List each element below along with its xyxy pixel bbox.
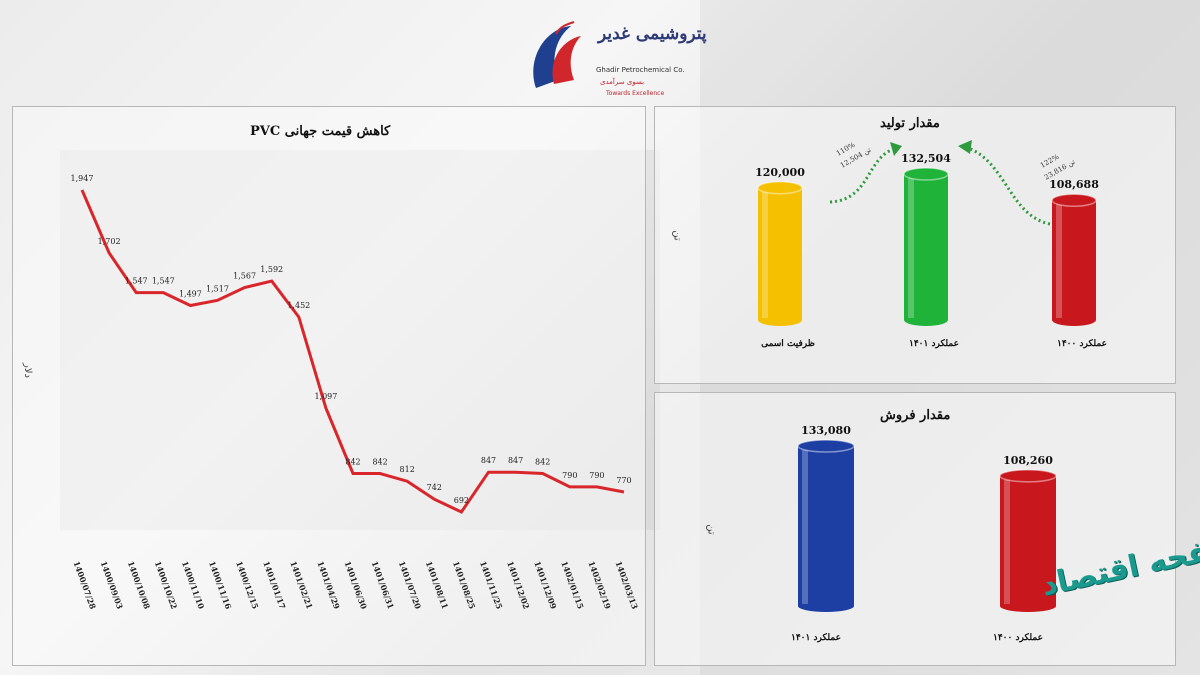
pvc-x-tick-label: 1400/10/08	[126, 560, 153, 611]
logo-name-en: Ghadir Petrochemical Co.	[596, 66, 685, 74]
production-category-label: عملکرد ۱۴۰۱	[909, 338, 959, 349]
pvc-data-label: 790	[589, 471, 604, 480]
pvc-x-tick-label: 1400/10/22	[153, 560, 180, 611]
arrow-head-icon	[958, 140, 972, 154]
pvc-x-tick-label: 1400/11/10	[180, 560, 207, 611]
pvc-data-label: 1,702	[98, 237, 121, 246]
production-value-label: 108,688	[1049, 178, 1099, 191]
pvc-x-tick-label: 1400/12/15	[234, 560, 261, 611]
pvc-chart-title: کاهش قیمت جهانی PVC	[250, 124, 391, 139]
arrow-head-icon	[890, 142, 902, 156]
production-value-label: 120,000	[755, 166, 805, 179]
pvc-x-tick-label: 1401/12/09	[532, 560, 559, 611]
pvc-x-tick-label: 1401/02/21	[288, 560, 315, 611]
sales-category-label: عملکرد ۱۴۰۰	[993, 632, 1043, 643]
pvc-data-label: 847	[508, 456, 523, 465]
pvc-x-tick-label: 1401/08/11	[424, 560, 451, 611]
pvc-data-label: 790	[562, 471, 577, 480]
pvc-data-label: 1,517	[206, 284, 229, 293]
production-bar	[1051, 193, 1097, 326]
production-bar-chart: 120,000 ظرفیت اسمی 132,504 عملکرد ۱۴۰۱ 108,6…	[755, 140, 1107, 349]
pvc-line-chart: 1,947 1400/07/28 1,702 1400/09/03 1,547 1400/…	[71, 174, 641, 611]
pvc-x-tick-label: 1401/04/29	[315, 560, 342, 611]
pvc-data-label: 842	[535, 458, 550, 467]
pvc-x-tick-label: 1400/09/03	[99, 560, 126, 611]
pvc-x-tick-label: 1401/12/02	[505, 560, 532, 611]
pvc-x-tick-label: 1401/07/20	[397, 560, 424, 611]
pvc-x-tick-label: 1402/01/15	[559, 560, 586, 611]
pvc-data-label: 1,567	[233, 271, 256, 280]
pvc-data-label: 1,592	[260, 265, 283, 274]
pvc-x-tick-label: 1401/06/30	[343, 560, 370, 611]
sales-category-label: عملکرد ۱۴۰۱	[791, 632, 841, 643]
pvc-x-tick-label: 1401/06/31	[370, 560, 397, 611]
sales-bar	[999, 469, 1057, 612]
logo-name: پتروشیمی غدیر	[598, 24, 707, 44]
logo-tagline-en: Towards Excellence	[606, 90, 665, 97]
pvc-data-label: 1,947	[71, 174, 94, 183]
production-bar	[903, 167, 949, 326]
pvc-x-tick-label: 1401/01/17	[261, 560, 288, 611]
growth-arrow-icon	[829, 146, 899, 204]
pvc-data-label: 1,547	[125, 277, 148, 286]
production-bar	[757, 181, 803, 326]
sales-panel	[654, 392, 1176, 666]
pvc-data-label: 842	[372, 458, 387, 467]
sales-value-label: 133,080	[801, 424, 851, 437]
pvc-data-label: 692	[454, 496, 469, 505]
pvc-data-label: 1,497	[179, 289, 202, 298]
production-category-label: عملکرد ۱۴۰۰	[1057, 338, 1107, 349]
logo-tagline: بسوی سرآمدی	[600, 78, 645, 86]
growth-arrow-icon	[967, 146, 1051, 226]
sales-chart-title: مقدار فروش	[880, 408, 951, 423]
pvc-x-tick-label: 1402/03/13	[614, 560, 641, 611]
pvc-data-label: 1,097	[314, 392, 337, 401]
pvc-x-tick-label: 1400/07/28	[72, 560, 99, 611]
sales-bar	[797, 439, 855, 612]
pvc-data-label: 1,547	[152, 277, 175, 286]
production-chart-title: مقدار تولید	[880, 116, 940, 131]
pvc-x-tick-label: 1402/02/19	[586, 560, 613, 611]
pvc-x-tick-label: 1400/11/16	[207, 560, 234, 611]
pvc-x-tick-label: 1401/11/25	[478, 560, 505, 611]
pvc-data-label: 770	[616, 476, 631, 485]
pvc-series-line	[80, 189, 625, 514]
pvc-data-label: 1,452	[287, 301, 310, 310]
pvc-data-label: 742	[427, 483, 442, 492]
pvc-price-panel	[12, 106, 646, 666]
production-value-label: 132,504	[901, 152, 951, 165]
pvc-x-tick-label: 1401/08/25	[451, 560, 478, 611]
pvc-data-label: 812	[400, 465, 415, 474]
logo-icon	[533, 21, 581, 88]
sales-bar-chart: 133,080 عملکرد ۱۴۰۱ 108,260 عملکرد ۱۴۰۰	[791, 424, 1057, 643]
sales-value-label: 108,260	[1003, 454, 1053, 467]
production-category-label: ظرفیت اسمی	[761, 338, 815, 349]
pvc-data-label: 847	[481, 456, 496, 465]
pvc-data-label: 842	[345, 458, 360, 467]
